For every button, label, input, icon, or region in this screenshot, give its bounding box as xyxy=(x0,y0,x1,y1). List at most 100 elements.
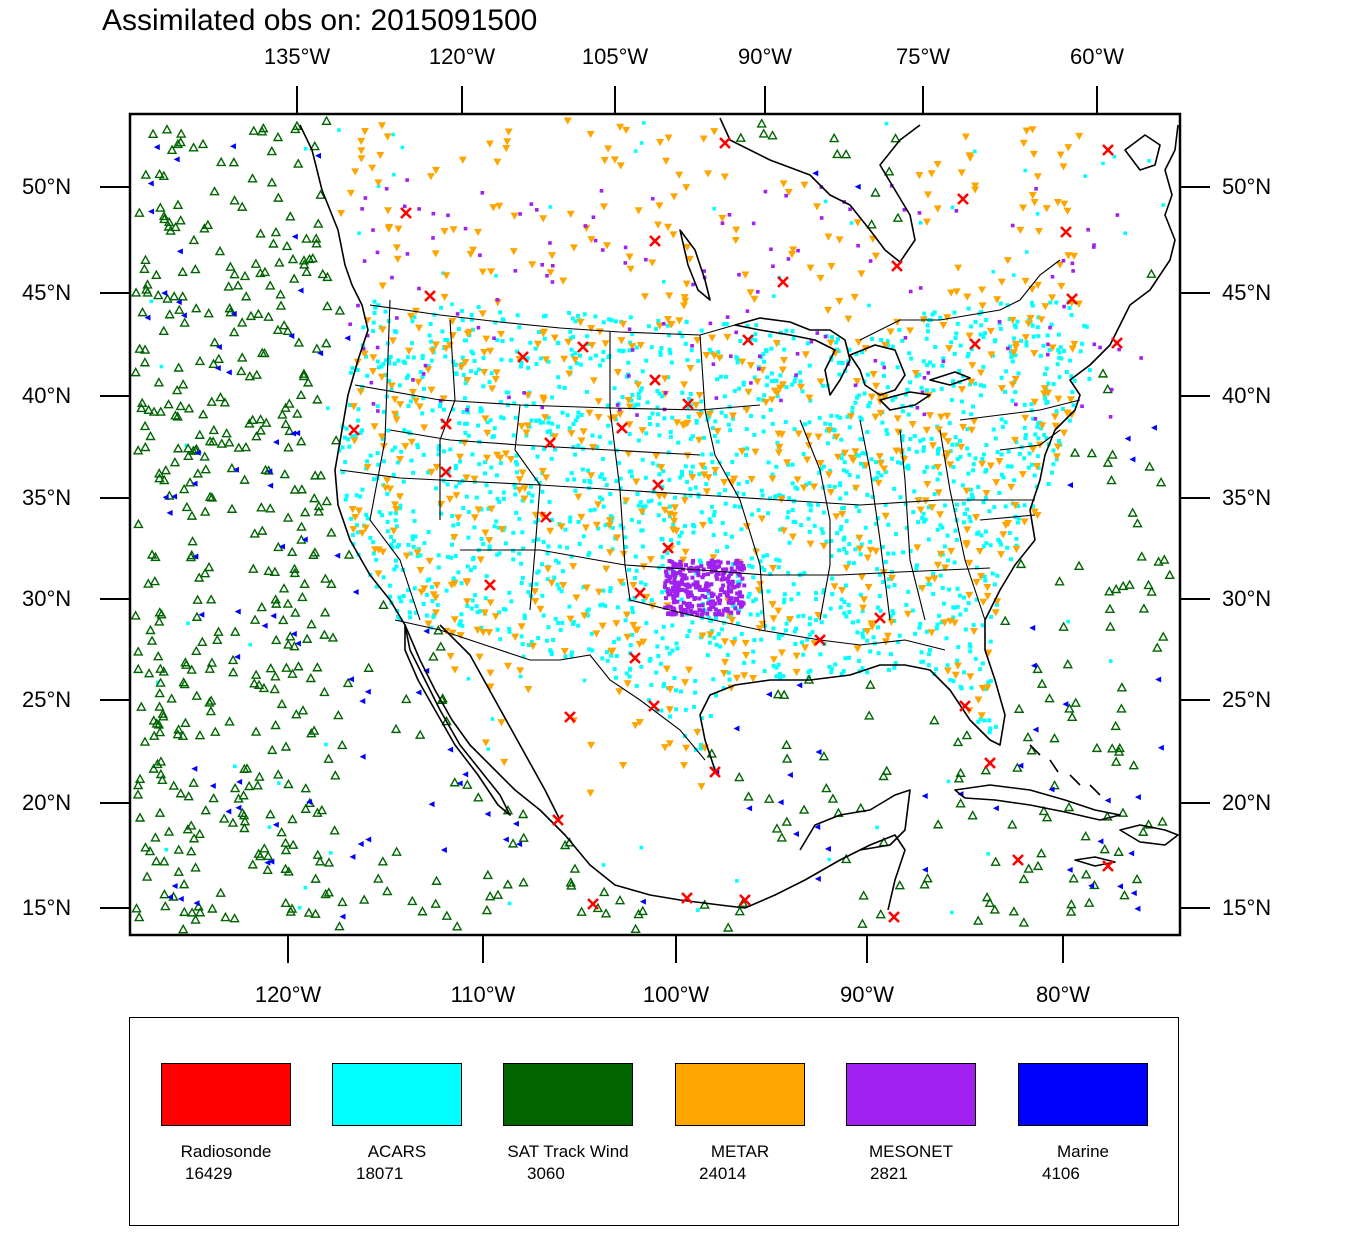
metar-marker xyxy=(605,517,614,525)
acars-marker xyxy=(790,382,795,387)
acars-marker xyxy=(639,141,644,145)
metar-marker xyxy=(968,362,977,370)
mesonet-marker xyxy=(675,599,680,604)
sat-marker xyxy=(191,645,202,656)
acars-marker xyxy=(453,362,458,367)
acars-marker xyxy=(759,637,764,642)
metar-marker xyxy=(1030,398,1039,406)
mesonet-marker xyxy=(757,367,761,371)
sat-marker xyxy=(297,591,308,602)
acars-marker xyxy=(522,613,527,618)
metar-marker xyxy=(830,583,839,591)
mesonet-marker xyxy=(1092,342,1097,347)
acars-marker xyxy=(829,357,834,362)
acars-marker xyxy=(643,475,648,480)
acars-marker xyxy=(484,574,489,579)
acars-marker xyxy=(953,528,958,533)
acars-marker xyxy=(941,356,946,361)
sat-marker xyxy=(226,462,238,473)
acars-marker xyxy=(971,462,976,467)
acars-marker xyxy=(778,527,783,532)
metar-marker xyxy=(442,345,451,353)
metar-marker xyxy=(695,412,704,420)
mesonet-marker xyxy=(713,607,718,612)
acars-marker xyxy=(854,452,859,457)
sat-marker xyxy=(272,131,284,142)
acars-marker xyxy=(386,428,391,433)
acars-marker xyxy=(877,572,882,577)
sat-marker xyxy=(204,491,216,501)
acars-marker xyxy=(845,414,850,419)
sat-marker xyxy=(257,525,268,535)
acars-marker xyxy=(805,341,810,346)
acars-marker xyxy=(410,534,415,539)
acars-marker xyxy=(534,362,539,367)
mesonet-marker xyxy=(680,612,685,617)
sat-marker xyxy=(302,377,314,387)
acars-marker xyxy=(1078,349,1083,354)
acars-marker xyxy=(350,366,355,371)
mesonet-marker xyxy=(540,405,545,410)
metar-marker xyxy=(944,438,953,446)
acars-marker xyxy=(1030,323,1035,328)
metar-marker xyxy=(458,156,467,164)
metar-marker xyxy=(962,541,971,550)
mesonet-marker xyxy=(727,582,732,587)
metar-marker xyxy=(625,253,634,261)
acars-marker xyxy=(835,414,840,419)
mesonet-marker xyxy=(673,587,678,592)
acars-marker xyxy=(471,351,476,356)
marine-marker xyxy=(1048,786,1055,793)
metar-marker xyxy=(485,536,494,545)
mesonet-marker xyxy=(713,559,718,564)
sat-marker xyxy=(161,124,173,134)
metar-marker xyxy=(1028,285,1037,294)
acars-marker xyxy=(832,428,837,433)
radiosonde-marker xyxy=(634,587,646,599)
sat-marker xyxy=(229,913,240,923)
mesonet-marker xyxy=(742,583,747,588)
sat-marker xyxy=(239,822,250,833)
acars-marker xyxy=(709,618,714,623)
mesonet-marker xyxy=(708,321,713,326)
sat-marker xyxy=(290,123,301,134)
acars-marker xyxy=(550,517,555,522)
metar-marker xyxy=(415,403,424,411)
mesonet-marker xyxy=(745,309,750,313)
mesonet-marker xyxy=(903,336,908,340)
metar-marker xyxy=(582,584,591,592)
acars-marker xyxy=(884,121,889,126)
acars-marker xyxy=(912,489,917,494)
acars-marker xyxy=(969,347,974,352)
metar-marker xyxy=(357,137,366,146)
metar-marker xyxy=(633,626,642,634)
acars-marker xyxy=(838,527,843,532)
acars-marker xyxy=(388,354,393,359)
acars-marker xyxy=(644,358,649,363)
acars-marker xyxy=(453,371,458,376)
acars-marker xyxy=(812,523,817,528)
sat-marker xyxy=(315,189,326,199)
acars-marker xyxy=(401,479,406,484)
mesonet-marker xyxy=(691,582,696,587)
acars-marker xyxy=(368,535,373,540)
acars-marker xyxy=(821,510,826,515)
acars-marker xyxy=(670,623,675,628)
sat-marker xyxy=(1063,801,1075,812)
metar-marker xyxy=(1008,381,1017,389)
acars-marker xyxy=(856,393,861,398)
sat-marker xyxy=(990,856,1001,866)
metar-marker xyxy=(1028,445,1037,454)
metar-marker xyxy=(517,422,526,431)
mesonet-marker xyxy=(727,597,732,602)
acars-marker xyxy=(595,444,600,449)
acars-marker xyxy=(383,358,388,363)
mesonet-marker xyxy=(706,601,711,606)
marine-marker xyxy=(1134,794,1141,801)
mesonet-marker xyxy=(696,570,701,575)
acars-marker xyxy=(478,406,483,411)
acars-marker xyxy=(746,594,751,599)
acars-marker xyxy=(698,635,703,640)
sat-marker xyxy=(173,866,184,876)
metar-marker xyxy=(727,479,736,487)
